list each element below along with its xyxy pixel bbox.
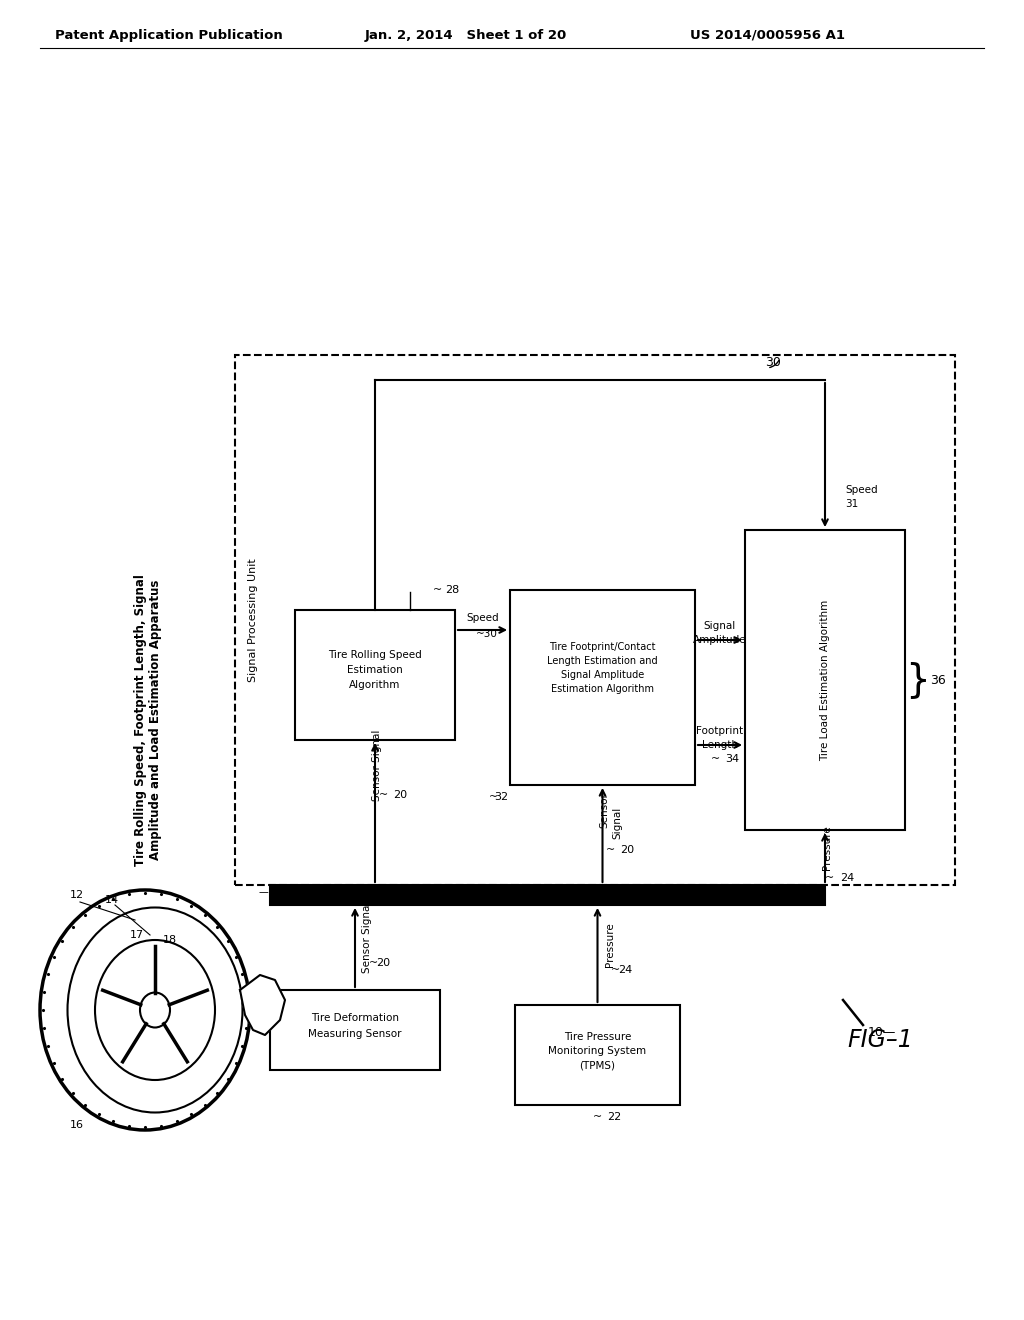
- Text: ~: ~: [488, 792, 498, 803]
- Text: ~: ~: [606, 845, 615, 855]
- Ellipse shape: [140, 993, 170, 1027]
- Text: Jan. 2, 2014   Sheet 1 of 20: Jan. 2, 2014 Sheet 1 of 20: [365, 29, 567, 41]
- Text: Tire Rolling Speed: Tire Rolling Speed: [328, 649, 422, 660]
- Text: 10—: 10—: [868, 1026, 896, 1039]
- Text: Pressure: Pressure: [604, 923, 614, 968]
- Bar: [515, 1005, 680, 1105]
- Text: FIG–1: FIG–1: [847, 1028, 912, 1052]
- Bar: [295, 610, 455, 741]
- Text: Tire Rolling Speed, Footprint Length, Signal
Amplitude and Load Estimation Appar: Tire Rolling Speed, Footprint Length, Si…: [134, 574, 162, 866]
- Text: Signal Amplitude: Signal Amplitude: [561, 671, 644, 681]
- Text: ~: ~: [433, 585, 442, 595]
- Text: 16: 16: [70, 1119, 84, 1130]
- Text: Patent Application Publication: Patent Application Publication: [55, 29, 283, 41]
- Text: Sensor Signal: Sensor Signal: [372, 730, 382, 801]
- Text: 18: 18: [163, 935, 177, 945]
- Text: ~: ~: [711, 754, 720, 764]
- Text: 17: 17: [130, 931, 144, 940]
- Text: Signal Processing Unit: Signal Processing Unit: [248, 558, 258, 682]
- Text: 31: 31: [845, 499, 858, 510]
- Text: Monitoring System: Monitoring System: [549, 1045, 646, 1056]
- Text: 34: 34: [725, 754, 739, 764]
- Text: 20: 20: [393, 789, 408, 800]
- Text: Speed: Speed: [466, 612, 499, 623]
- Text: Signal: Signal: [703, 620, 736, 631]
- Text: Estimation Algorithm: Estimation Algorithm: [551, 685, 654, 694]
- Text: 36: 36: [930, 673, 946, 686]
- Text: Footprint: Footprint: [696, 726, 743, 737]
- Bar: [234, 355, 955, 884]
- Text: Amplitude: Amplitude: [693, 635, 746, 645]
- Text: 22: 22: [607, 1111, 622, 1122]
- Text: ~: ~: [593, 1111, 602, 1122]
- Text: Pressure: Pressure: [822, 825, 831, 870]
- Bar: [270, 884, 825, 906]
- Text: ~: ~: [379, 789, 388, 800]
- Bar: [745, 531, 905, 830]
- Text: ~: ~: [611, 965, 621, 975]
- Text: 14: 14: [105, 895, 119, 906]
- Text: 30: 30: [765, 355, 781, 368]
- Text: Tire Load Estimation Algorithm: Tire Load Estimation Algorithm: [820, 599, 830, 760]
- Text: US 2014/0005956 A1: US 2014/0005956 A1: [690, 29, 845, 41]
- Text: ~: ~: [369, 957, 378, 968]
- Text: }: }: [904, 661, 930, 700]
- Text: —: —: [258, 887, 268, 898]
- Text: 12: 12: [70, 890, 84, 900]
- Text: Length Estimation and: Length Estimation and: [547, 656, 657, 667]
- Text: ~: ~: [824, 873, 834, 883]
- Text: Tire Footprint/Contact: Tire Footprint/Contact: [549, 643, 655, 652]
- Text: Sensor Signal: Sensor Signal: [362, 902, 372, 973]
- Text: ~30: ~30: [475, 630, 498, 639]
- Bar: [510, 590, 695, 785]
- Text: 32: 32: [494, 792, 508, 803]
- Text: 26: 26: [273, 887, 287, 898]
- Text: 24: 24: [618, 965, 633, 975]
- Text: Measuring Sensor: Measuring Sensor: [308, 1030, 401, 1039]
- Text: Sensor: Sensor: [599, 792, 609, 828]
- Text: Estimation: Estimation: [347, 665, 402, 675]
- Text: 28: 28: [445, 585, 459, 595]
- Polygon shape: [240, 975, 285, 1035]
- Text: Speed: Speed: [845, 484, 878, 495]
- Text: 20: 20: [376, 957, 390, 968]
- Text: Signal: Signal: [612, 807, 623, 840]
- Text: Length: Length: [702, 741, 738, 750]
- Text: 20: 20: [621, 845, 635, 855]
- Text: Tire Pressure: Tire Pressure: [564, 1032, 631, 1041]
- Bar: [270, 990, 440, 1071]
- Text: Tire Deformation: Tire Deformation: [311, 1012, 399, 1023]
- Text: (TPMS): (TPMS): [580, 1060, 615, 1071]
- Text: Algorithm: Algorithm: [349, 680, 400, 690]
- Text: 24: 24: [840, 873, 854, 883]
